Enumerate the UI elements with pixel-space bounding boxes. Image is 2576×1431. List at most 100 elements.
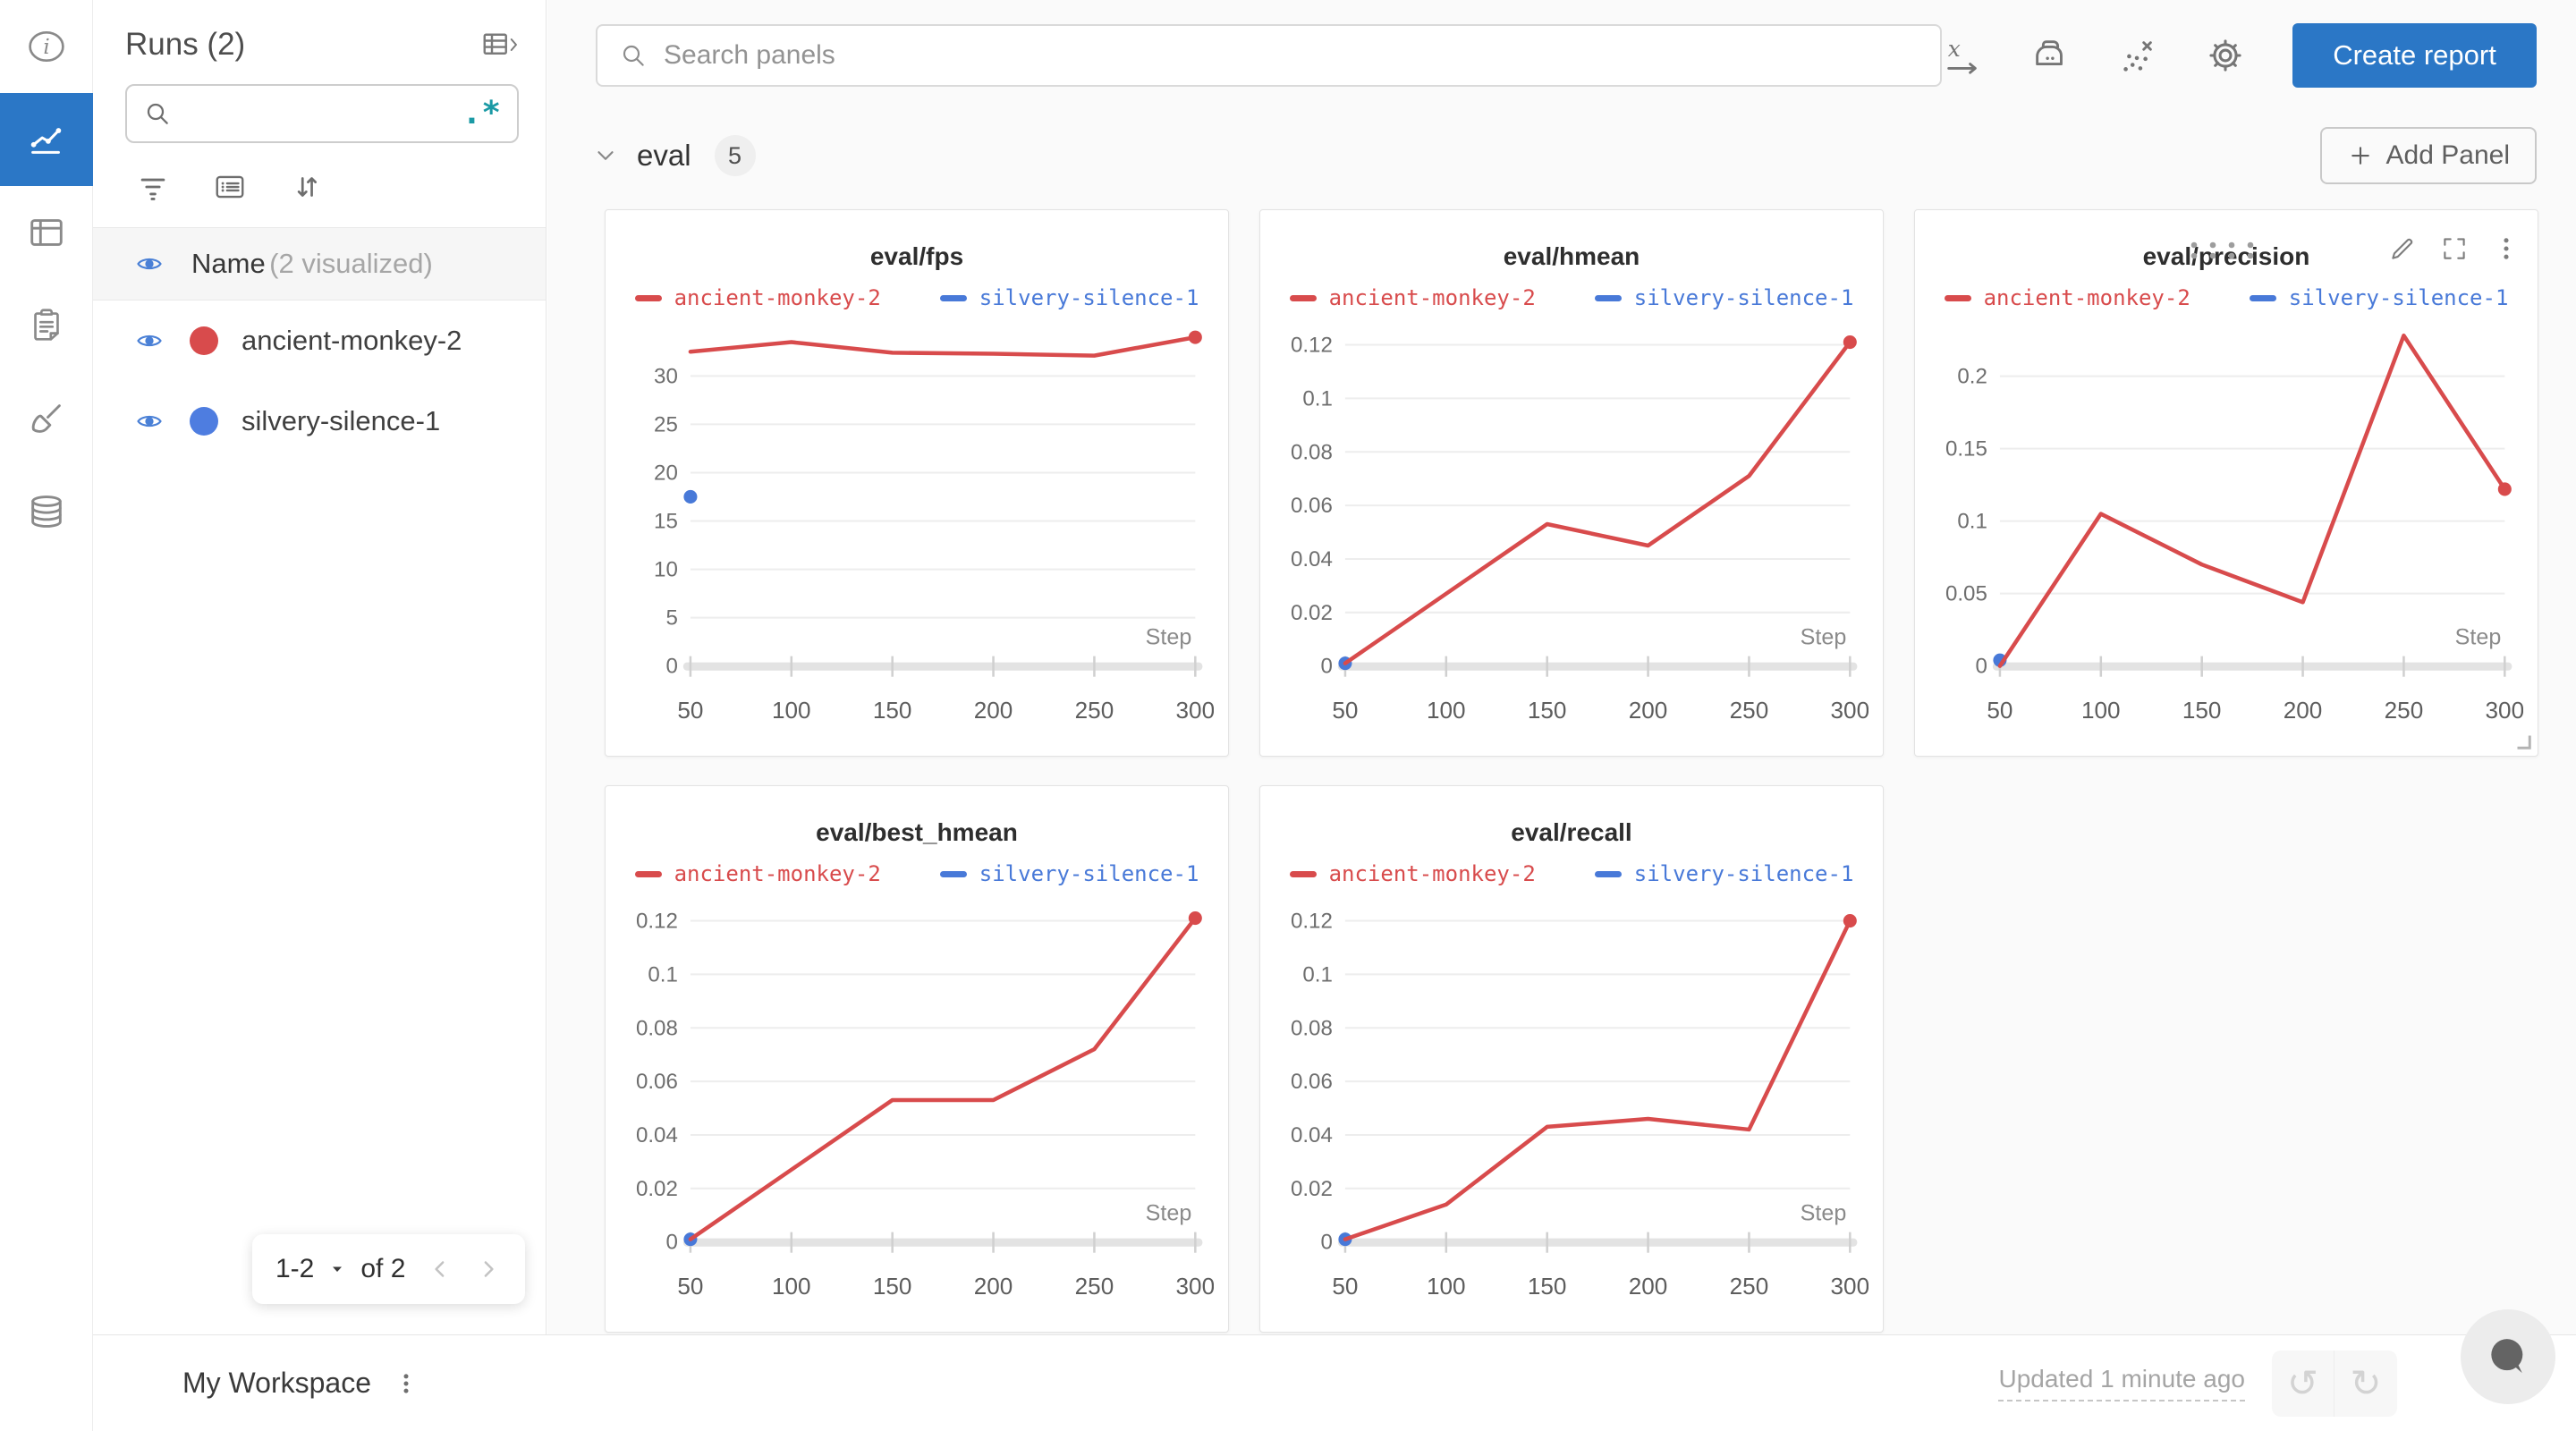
- runs-search-box[interactable]: .*: [125, 84, 519, 143]
- chart-panel-eval-precision[interactable]: eval/precision ancient-monkey-2 silvery-si…: [1914, 209, 2538, 757]
- rail-item-clipboard[interactable]: [0, 279, 93, 372]
- legend-item[interactable]: silvery-silence-1: [1594, 861, 1854, 886]
- create-report-button[interactable]: Create report: [2292, 23, 2537, 88]
- runs-name-header[interactable]: Name (2 visualized): [93, 227, 546, 301]
- prev-page-icon[interactable]: [427, 1256, 453, 1283]
- line-chart-icon: [30, 128, 62, 154]
- legend-item[interactable]: ancient-monkey-2: [1289, 285, 1536, 310]
- chart-plot-area[interactable]: 0 5 10 15 20 25 30 50 100 150 200 250 300 Step: [620, 314, 1214, 736]
- panel-search-box[interactable]: [596, 24, 1943, 87]
- svg-text:100: 100: [1427, 697, 1466, 724]
- panel-title: eval/fps: [869, 242, 964, 270]
- legend-item[interactable]: ancient-monkey-2: [1944, 285, 2190, 310]
- next-page-icon[interactable]: [475, 1256, 502, 1283]
- redo-button[interactable]: ↻: [2334, 1351, 2397, 1417]
- chart-panel-eval-best_hmean[interactable]: eval/best_hmean ancient-monkey-2 silvery-s…: [605, 785, 1229, 1333]
- rail-item-table[interactable]: [0, 186, 93, 279]
- svg-text:150: 150: [873, 1273, 912, 1300]
- panel-search-input[interactable]: [664, 40, 1919, 71]
- outlier-scatter-icon[interactable]: [2117, 35, 2158, 76]
- chart-panel-eval-fps[interactable]: eval/fps ancient-monkey-2 silvery-silence-…: [605, 209, 1229, 757]
- chart-plot-area[interactable]: 0 0.02 0.04 0.06 0.08 0.1 0.12 50 100 150 200 250 30…: [1275, 890, 1868, 1312]
- smoothing-iron-icon[interactable]: [2029, 35, 2071, 76]
- svg-text:100: 100: [2081, 697, 2121, 724]
- svg-text:Step: Step: [1801, 1201, 1847, 1226]
- svg-text:200: 200: [1629, 697, 1668, 724]
- panel-title: eval/hmean: [1503, 242, 1640, 270]
- legend-item[interactable]: ancient-monkey-2: [634, 861, 881, 886]
- legend-label: silvery-silence-1: [1633, 861, 1854, 886]
- eye-icon[interactable]: [132, 250, 166, 277]
- svg-text:30: 30: [654, 364, 678, 388]
- section-collapse-chevron-icon[interactable]: [592, 142, 619, 169]
- list-settings-icon[interactable]: [213, 170, 247, 204]
- chart-plot-area[interactable]: 0 0.05 0.1 0.15 0.2 50 100 150 200 250 300 Step: [1929, 314, 2523, 736]
- search-icon: [147, 103, 168, 124]
- svg-text:250: 250: [1075, 697, 1114, 724]
- section-title[interactable]: eval: [637, 139, 691, 172]
- chart-plot-area[interactable]: 0 0.02 0.04 0.06 0.08 0.1 0.12 50 100 150 200 250 30…: [1275, 314, 1868, 736]
- run-name-label: ancient-monkey-2: [242, 325, 462, 356]
- fullscreen-icon[interactable]: [2439, 233, 2470, 264]
- rail-item-line-chart[interactable]: [0, 93, 93, 186]
- panel-drag-handle[interactable]: [1915, 237, 2538, 264]
- undo-button[interactable]: ↺: [2272, 1350, 2334, 1417]
- runs-table-toggle-button[interactable]: [481, 28, 519, 62]
- filter-icon[interactable]: [136, 170, 170, 204]
- legend-label: silvery-silence-1: [979, 285, 1199, 310]
- panel-resize-handle-icon[interactable]: [2512, 731, 2532, 750]
- svg-text:0.1: 0.1: [1302, 386, 1333, 411]
- rail-item-database[interactable]: [0, 465, 93, 558]
- svg-text:0.02: 0.02: [636, 1177, 678, 1201]
- sort-icon[interactable]: [290, 170, 324, 204]
- legend-item[interactable]: ancient-monkey-2: [1289, 861, 1536, 886]
- legend-label: ancient-monkey-2: [674, 861, 881, 886]
- caret-down-icon[interactable]: [326, 1258, 348, 1280]
- run-row[interactable]: ancient-monkey-2: [93, 301, 546, 381]
- name-column-label: Name: [191, 248, 266, 279]
- x-axis-settings-icon[interactable]: x: [1942, 35, 1983, 76]
- search-icon: [623, 45, 644, 66]
- svg-text:0.02: 0.02: [1291, 601, 1333, 625]
- panel-menu-kebab-icon[interactable]: [2491, 233, 2521, 264]
- workspace-menu-kebab-icon[interactable]: [393, 1370, 419, 1397]
- legend-label: silvery-silence-1: [979, 861, 1199, 886]
- run-list: ancient-monkey-2 silvery-silence-1: [93, 301, 546, 461]
- svg-text:25: 25: [654, 412, 678, 436]
- legend-item[interactable]: silvery-silence-1: [1594, 285, 1853, 310]
- svg-text:Step: Step: [2455, 625, 2502, 650]
- svg-text:100: 100: [772, 1273, 811, 1300]
- legend-item[interactable]: silvery-silence-1: [2249, 285, 2508, 310]
- help-chat-button[interactable]: [2461, 1309, 2555, 1404]
- eye-icon[interactable]: [132, 327, 166, 354]
- run-color-dot: [190, 326, 218, 355]
- page-range-label[interactable]: 1-2: [275, 1254, 315, 1283]
- eye-icon[interactable]: [132, 408, 166, 435]
- workspace-title[interactable]: My Workspace: [182, 1367, 372, 1399]
- legend-label: ancient-monkey-2: [1328, 861, 1536, 886]
- chart-panel-eval-hmean[interactable]: eval/hmean ancient-monkey-2 silvery-silenc…: [1259, 209, 1884, 757]
- table-icon: [30, 219, 63, 246]
- add-panel-button[interactable]: Add Panel: [2319, 127, 2537, 184]
- legend-swatch: [1289, 294, 1317, 301]
- rail-item-broom[interactable]: [0, 372, 93, 465]
- settings-gear-icon[interactable]: [2205, 35, 2246, 76]
- rail-item-info[interactable]: i: [0, 0, 93, 93]
- icon-rail: i: [0, 0, 93, 1431]
- chart-plot-area[interactable]: 0 0.02 0.04 0.06 0.08 0.1 0.12 50 100 150 200 250 30…: [620, 890, 1214, 1312]
- undo-redo-group: ↺ ↻: [2272, 1350, 2397, 1417]
- legend-item[interactable]: silvery-silence-1: [939, 285, 1199, 310]
- svg-text:200: 200: [2284, 697, 2323, 724]
- svg-text:50: 50: [677, 697, 703, 724]
- run-row[interactable]: silvery-silence-1: [93, 381, 546, 461]
- edit-panel-pencil-icon[interactable]: [2387, 233, 2418, 264]
- regex-toggle-icon[interactable]: .*: [462, 95, 501, 131]
- updated-timestamp[interactable]: Updated 1 minute ago: [1998, 1365, 2245, 1401]
- svg-text:150: 150: [1528, 1273, 1567, 1300]
- runs-search-input[interactable]: [172, 98, 462, 129]
- legend-item[interactable]: ancient-monkey-2: [634, 285, 881, 310]
- legend-item[interactable]: silvery-silence-1: [939, 861, 1199, 886]
- panel-legend: ancient-monkey-2 silvery-silence-1: [1260, 285, 1883, 310]
- svg-text:50: 50: [1332, 1273, 1358, 1300]
- chart-panel-eval-recall[interactable]: eval/recall ancient-monkey-2 silvery-silen…: [1259, 785, 1884, 1333]
